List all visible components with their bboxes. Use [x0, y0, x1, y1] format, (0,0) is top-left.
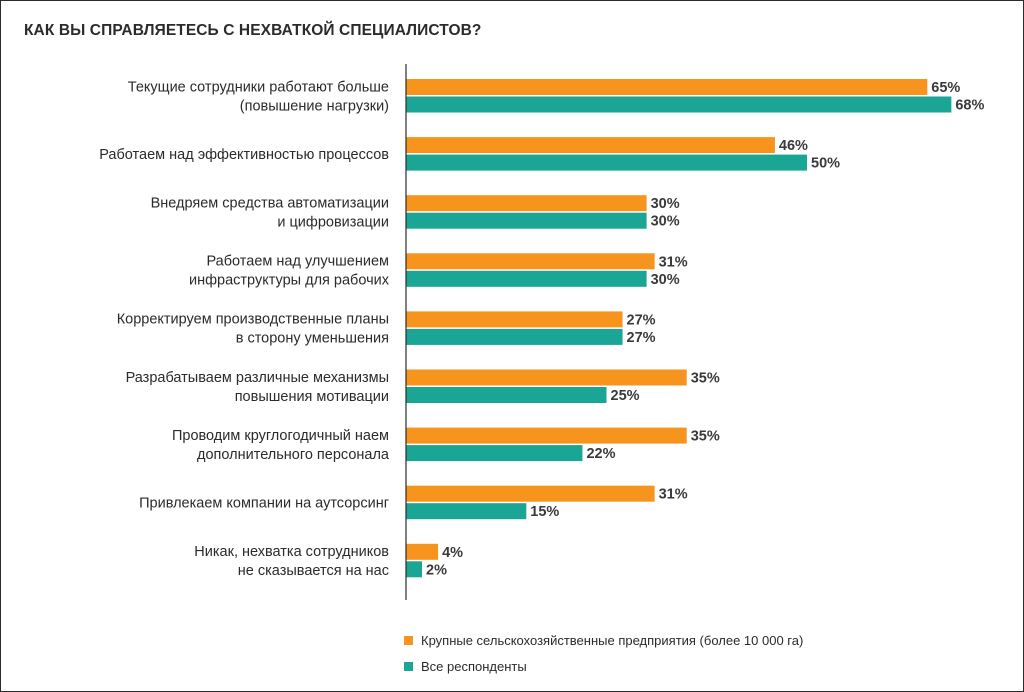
value-label-all-respondents: 68% [955, 98, 984, 114]
value-label-all-respondents: 22% [586, 446, 615, 462]
bar-all-respondents [406, 270, 647, 287]
value-label-large-enterprises: 27% [627, 312, 656, 328]
value-label-large-enterprises: 35% [691, 371, 720, 387]
category-label: Работаем над улучшением инфраструктуры дл… [189, 254, 390, 289]
category-label: Проводим круглогодичный наем дополнительн… [172, 428, 390, 463]
legend-item-all-respondents: Все респонденты [404, 657, 803, 675]
legend-label-all-respondents: Все респонденты [421, 658, 527, 674]
category-label: Привлекаем компании на аутсорсинг [139, 495, 389, 511]
legend-swatch-orange [404, 635, 413, 645]
bar-all-respondents [406, 212, 647, 229]
bar-large-enterprises [406, 253, 655, 270]
bar-large-enterprises [406, 543, 439, 560]
category-label: Разрабатываем различные механизмы повышен… [126, 370, 389, 405]
value-label-all-respondents: 27% [627, 330, 656, 346]
chart-title: КАК ВЫ СПРАВЛЯЕТЕСЬ С НЕХВАТКОЙ СПЕЦИАЛИ… [24, 22, 482, 39]
bar-all-respondents [406, 328, 623, 345]
bar-large-enterprises [406, 79, 928, 95]
value-label-large-enterprises: 30% [651, 196, 680, 212]
category-label: Внедряем средства автоматизации и цифрови… [151, 195, 389, 230]
bar-large-enterprises [406, 311, 623, 328]
category-label: Корректируем производственные планы в сто… [117, 312, 389, 347]
category-label: Никак, нехватка сотрудников не сказываетс… [194, 544, 389, 579]
bar-large-enterprises [406, 427, 687, 444]
bar-large-enterprises [406, 369, 687, 386]
value-label-large-enterprises: 31% [659, 254, 688, 270]
value-label-large-enterprises: 31% [659, 487, 688, 503]
bar-all-respondents [406, 387, 607, 403]
bar-all-respondents [406, 561, 423, 578]
bar-all-respondents [406, 503, 527, 520]
category-label: Текущие сотрудники работают больше (повыш… [128, 79, 389, 114]
bar-all-respondents [406, 154, 807, 171]
category-label: Работаем над эффективностью процессов [99, 147, 389, 163]
value-label-large-enterprises: 65% [931, 80, 960, 96]
legend-swatch-teal [404, 661, 413, 671]
bar-all-respondents [406, 96, 952, 113]
value-label-large-enterprises: 46% [779, 138, 808, 154]
bar-large-enterprises [406, 195, 647, 212]
value-label-all-respondents: 25% [611, 388, 640, 404]
value-label-all-respondents: 30% [651, 214, 680, 230]
value-label-large-enterprises: 4% [442, 545, 463, 561]
value-label-all-respondents: 2% [426, 562, 447, 578]
legend: Крупные сельскохозяйственные предприятия… [404, 631, 803, 683]
value-label-large-enterprises: 35% [691, 429, 720, 445]
legend-item-large-enterprises: Крупные сельскохозяйственные предприятия… [404, 631, 803, 649]
value-label-all-respondents: 15% [530, 504, 559, 520]
bar-all-respondents [406, 445, 583, 462]
bar-large-enterprises [406, 485, 655, 502]
value-label-all-respondents: 30% [651, 272, 680, 288]
value-label-all-respondents: 50% [811, 156, 840, 172]
bar-large-enterprises [406, 137, 775, 154]
legend-label-large-enterprises: Крупные сельскохозяйственные предприятия… [421, 632, 804, 648]
